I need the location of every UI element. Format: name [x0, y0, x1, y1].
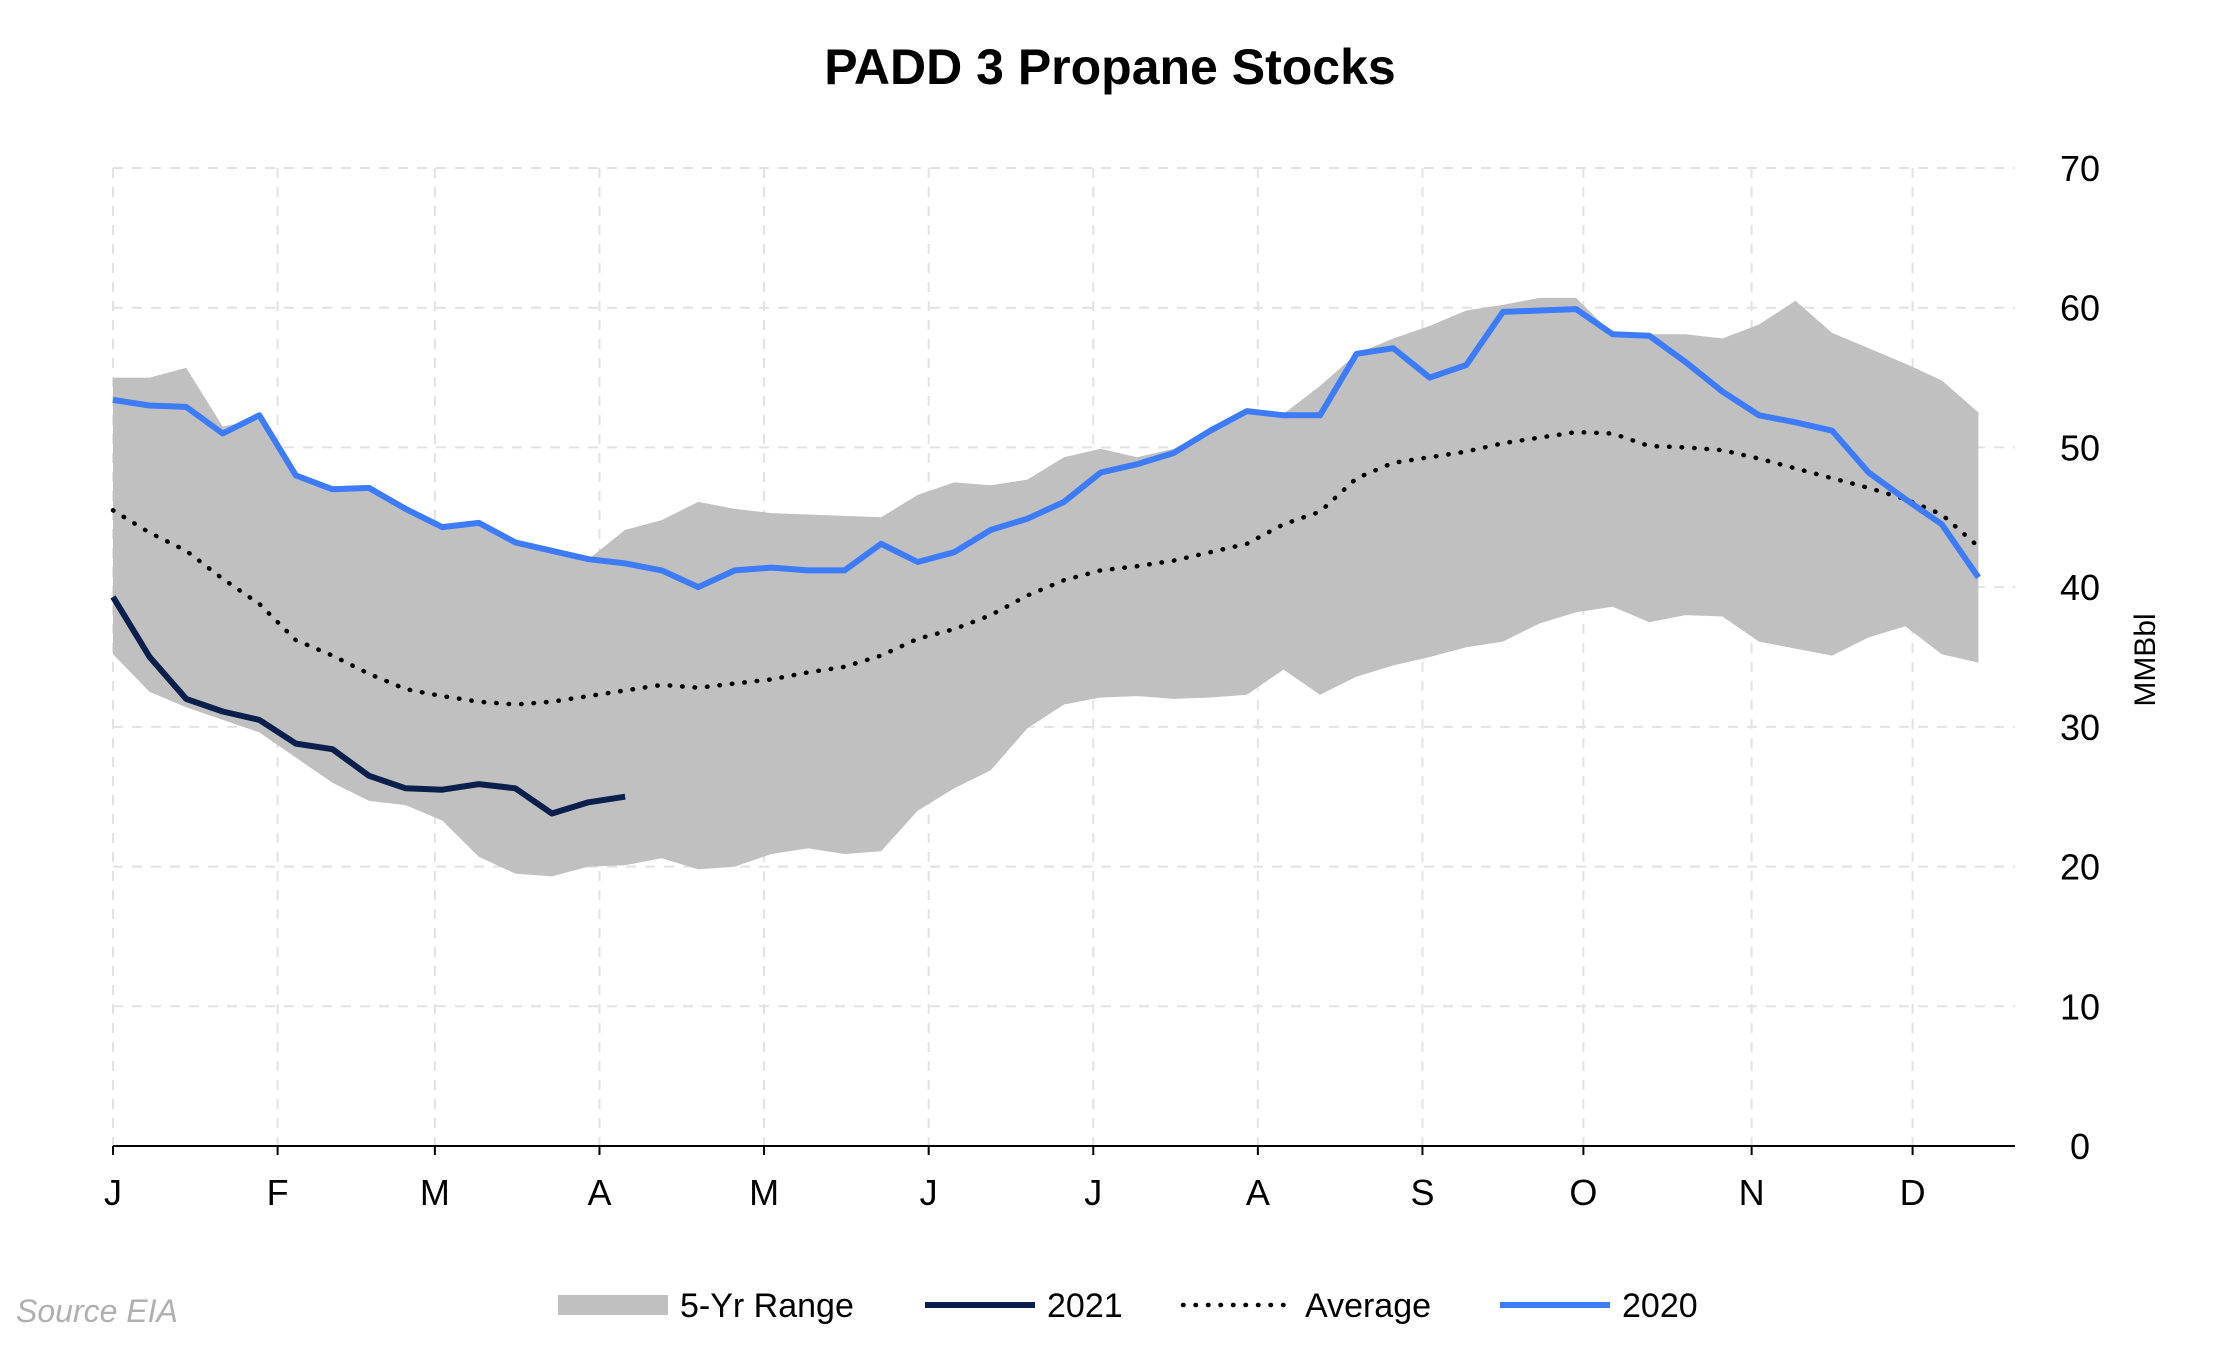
y-tick-label: 0 [2070, 1126, 2090, 1167]
x-tick-label: J [1084, 1172, 1102, 1213]
x-tick-label: M [749, 1172, 779, 1213]
x-tick-label: N [1739, 1172, 1765, 1213]
x-tick-label: F [267, 1172, 289, 1213]
series-line-2021 [110, 595, 626, 817]
y-tick-label: 50 [2060, 427, 2100, 468]
legend-label: 2020 [1622, 1287, 1698, 1325]
legend-label: 2021 [1047, 1287, 1123, 1325]
range-band-area [113, 297, 1979, 877]
x-tick-label: O [1569, 1172, 1597, 1213]
y-tick-label: 10 [2060, 986, 2100, 1027]
x-tick-label: A [1246, 1172, 1270, 1213]
x-tick-label: J [104, 1172, 122, 1213]
legend: 5-Yr Range 2021 Average 2020 [558, 1287, 1698, 1325]
legend-item: 2021 [925, 1287, 1123, 1325]
series-layer [110, 306, 1981, 817]
y-tick-label: 40 [2060, 567, 2100, 608]
legend-label: Average [1305, 1287, 1431, 1325]
y-tick-label: 20 [2060, 847, 2100, 888]
x-tick-label: M [420, 1172, 450, 1213]
legend-item: 2020 [1500, 1287, 1698, 1325]
y-tick-label: 30 [2060, 707, 2100, 748]
y-tick-label: 60 [2060, 288, 2100, 329]
range-band-layer [113, 297, 1979, 877]
chart-title: PADD 3 Propane Stocks [824, 39, 1395, 95]
source-note: Source EIA [16, 1293, 178, 1329]
y-axis-label: MMBbl [2129, 613, 2162, 706]
x-tick-label: D [1900, 1172, 1926, 1213]
x-tick-label: A [587, 1172, 611, 1213]
legend-swatch-range [558, 1295, 668, 1315]
legend-item: Average [1180, 1287, 1431, 1325]
legend-label: 5-Yr Range [680, 1287, 854, 1325]
x-tick-label: J [920, 1172, 938, 1213]
legend-item: 5-Yr Range [558, 1287, 854, 1325]
series-line-2020 [112, 306, 1981, 591]
y-tick-label: 70 [2060, 148, 2100, 189]
x-tick-label: S [1410, 1172, 1434, 1213]
series-line-average [110, 429, 1981, 707]
axes: 0 10 20 30 40 50 60 70 J F M A M J J A S O N D [104, 148, 2100, 1213]
